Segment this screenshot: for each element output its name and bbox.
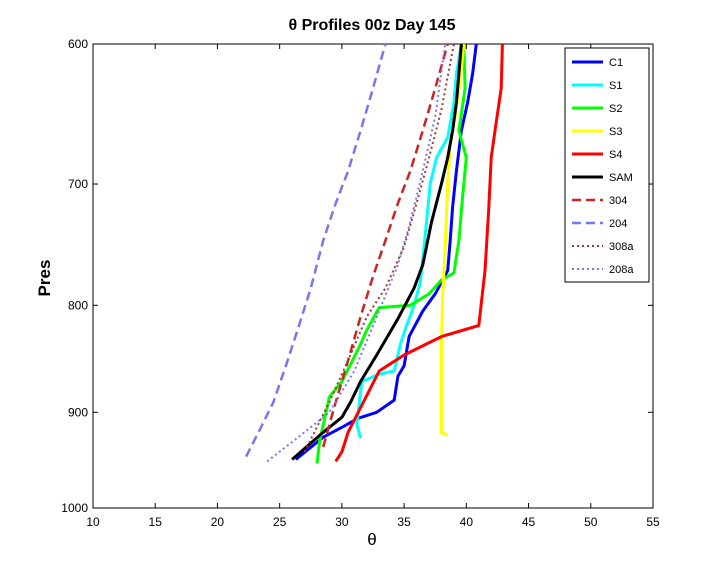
chart-title: θ Profiles 00z Day 145: [289, 17, 456, 34]
legend-label-S4: S4: [609, 149, 622, 161]
y-tick-label: 700: [68, 177, 88, 191]
y-axis-title: Pres: [35, 260, 54, 297]
x-tick-label: 25: [273, 515, 287, 529]
series-line-308a: [303, 43, 455, 453]
legend-label-C1: C1: [609, 57, 623, 69]
series-line-204: [244, 43, 387, 458]
series-line-S2: [315, 43, 468, 464]
legend: C1 S1 S2 S3 S4 SAM 304 204 308a 208a: [564, 47, 650, 283]
x-tick-label: 55: [646, 515, 660, 529]
x-tick-label: 50: [584, 515, 598, 529]
legend-box: [564, 47, 650, 283]
legend-label-304: 304: [609, 195, 627, 207]
x-tick-label: 15: [149, 515, 163, 529]
legend-label-S2: S2: [609, 103, 622, 115]
x-axis-title: θ: [367, 530, 376, 549]
y-tick-label: 600: [68, 37, 88, 51]
plot-area: [92, 43, 654, 509]
y-axis-ticks: 600 700 800 900 1000: [61, 37, 653, 515]
y-tick-label: 900: [68, 405, 88, 419]
legend-label-204: 204: [609, 218, 627, 230]
x-tick-label: 40: [460, 515, 474, 529]
legend-label-S1: S1: [609, 80, 622, 92]
x-tick-label: 30: [335, 515, 349, 529]
legend-label-208a: 208a: [609, 264, 634, 276]
x-tick-label: 10: [86, 515, 100, 529]
x-tick-label: 35: [397, 515, 411, 529]
y-tick-label: 800: [68, 298, 88, 312]
y-tick-label: 1000: [61, 501, 88, 515]
series-line-S4: [334, 43, 504, 463]
legend-label-S3: S3: [609, 126, 622, 138]
series-line-SAM: [291, 43, 463, 461]
x-axis-ticks: 10 15 20 25 30 35 40 45 50 55: [86, 44, 660, 529]
series-line-S1: [355, 43, 463, 439]
legend-label-SAM: SAM: [609, 172, 633, 184]
x-tick-label: 45: [522, 515, 536, 529]
axes-frame: [92, 43, 654, 509]
legend-label-308a: 308a: [609, 241, 634, 253]
series-line-304: [321, 43, 449, 448]
x-tick-label: 20: [211, 515, 225, 529]
series-lines: [244, 43, 504, 464]
